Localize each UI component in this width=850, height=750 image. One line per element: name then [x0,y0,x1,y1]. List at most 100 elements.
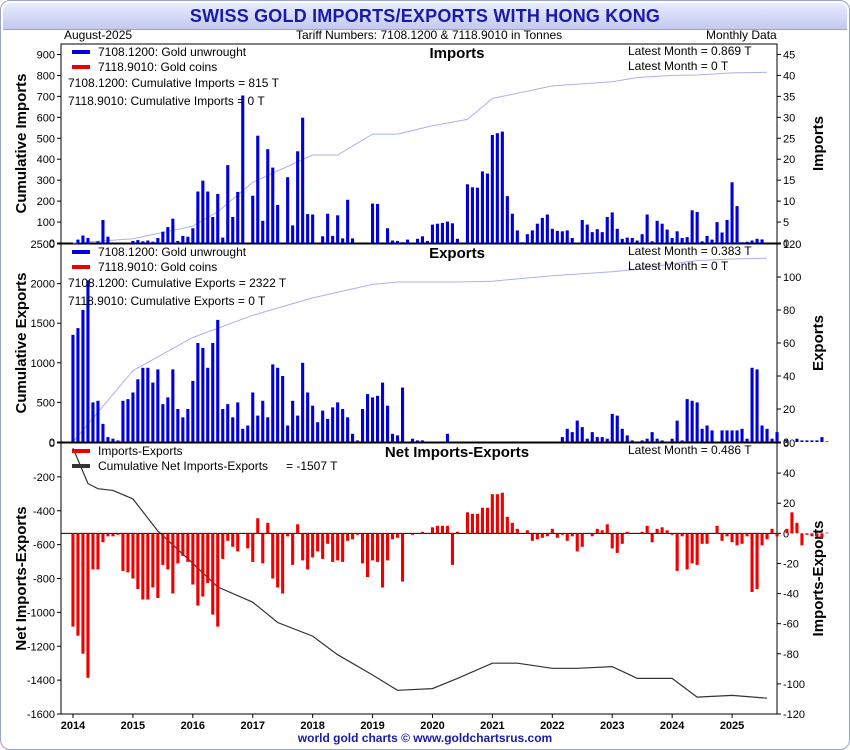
net-bar [435,525,439,534]
imports-bar [196,191,200,243]
net-bar [465,512,469,534]
imports-bar [186,236,190,243]
imports-bar [346,199,350,243]
exports-right-tick-label: 80 [783,305,795,317]
net-bar [321,533,325,559]
imports-bar [321,236,325,243]
exports-bar [690,400,694,443]
net-bar [675,533,679,571]
imports-bar [725,220,729,243]
imports-left-tick-label: 100 [37,217,55,229]
exports-bar [675,420,679,442]
imports-bar [206,191,210,243]
imports-bar [420,236,424,243]
imports-bar [470,187,474,243]
net-bar [565,533,569,541]
imports-bar [750,240,754,243]
net-bar [680,533,684,537]
net-bar [116,533,120,535]
imports-bar [720,232,724,243]
imports-bar [715,222,719,243]
net-bar [750,533,754,592]
exports-left-tick-label: 2500 [31,239,55,251]
imports-bar [705,235,709,243]
exports-bar [595,437,599,442]
net-bar [176,533,180,564]
frequency-label: Monthly Data [706,28,777,42]
net-bar [131,533,135,579]
imports-bar [440,222,444,243]
imports-bar [146,240,150,243]
imports-left-tick-label: 900 [37,49,55,61]
imports-bar [276,204,280,243]
exports-bar [151,382,155,442]
imports-note: 7118.9010: Cumulative Imports = 0 T [68,94,265,108]
imports-bar [406,239,410,243]
exports-bar [825,441,829,442]
imports-bar [685,237,689,243]
exports-bar [720,430,724,442]
exports-bar [251,392,255,442]
imports-bar [480,171,484,243]
exports-bar [101,423,105,442]
exports-bar [146,367,150,443]
exports-bar [321,410,325,442]
exports-bar [361,409,365,442]
net-bar [770,528,774,534]
net-bar [391,533,395,540]
x-tick-label: 2025 [720,720,744,732]
imports-bar [515,230,519,243]
exports-bar [765,428,769,442]
imports-bar [520,242,524,243]
imports-bar [430,224,434,243]
exports-bar [326,418,330,442]
imports-bar [341,238,345,243]
exports-bar [645,438,649,442]
net-bar [535,533,539,540]
net-bar [590,533,594,537]
net-bar [665,530,669,534]
imports-bar [635,240,639,243]
exports-bar [800,440,804,442]
x-tick-label: 2020 [420,720,444,732]
exports-bar [560,437,564,442]
x-tick-label: 2014 [61,720,86,732]
net-right-tick-label: -80 [783,649,799,661]
net-bar [156,533,160,598]
imports-bar [740,242,744,243]
exports-bar [246,425,250,442]
imports-right-tick-label: 15 [783,175,795,187]
exports-bar [710,430,714,442]
exports-right-tick-label: 0 [783,437,789,449]
exports-bar [376,395,380,442]
imports-bar [191,228,195,243]
net-bar [91,533,95,570]
net-legend-label: Imports-Exports [98,444,183,458]
exports-bar [241,428,245,442]
imports-bar [291,225,295,243]
exports-bar [625,435,629,442]
exports-bar [740,428,744,442]
imports-bar [490,134,494,243]
exports-bar [575,420,579,442]
exports-bar [316,422,320,442]
net-right-tick-label: -60 [783,619,799,631]
imports-bar [216,194,220,243]
imports-left-tick-label: 500 [37,133,55,145]
imports-bar [236,191,240,243]
imports-bar [286,177,290,243]
exports-bar [391,433,395,443]
net-right-tick-label: -20 [783,558,799,570]
imports-bar [730,182,734,243]
exports-right-tick-label: 60 [783,338,795,350]
imports-bar [336,215,340,243]
exports-right-tick-label: 120 [783,239,801,251]
exports-legend-label: 7108.1200: Gold unwrought [98,245,247,259]
exports-bar [181,417,185,443]
imports-bar [510,213,514,243]
net-bar [670,533,674,535]
net-bar [485,507,489,534]
imports-right-tick-label: 0 [783,238,789,250]
exports-bar [416,440,420,442]
exports-bar [745,438,749,442]
